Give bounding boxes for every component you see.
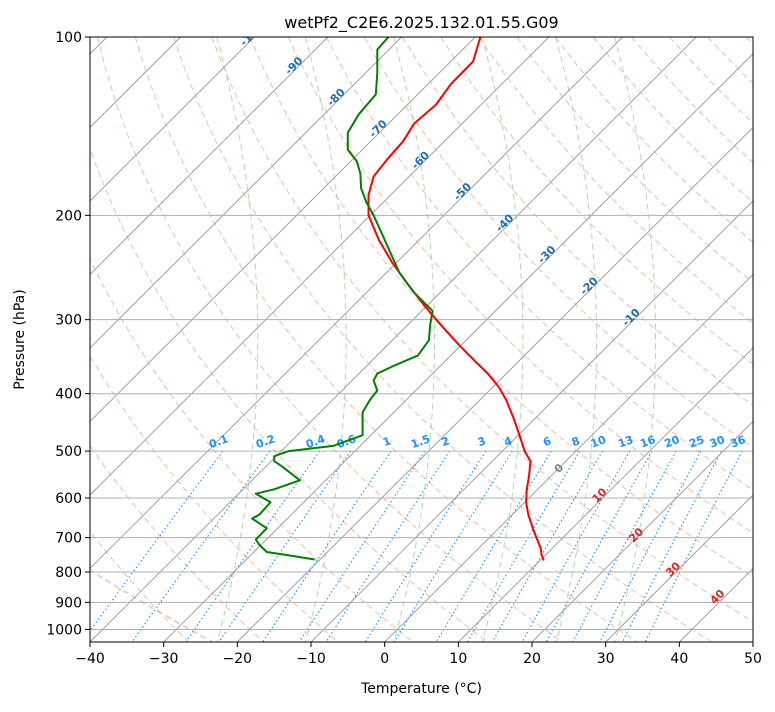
x-tick-label: −40: [75, 651, 105, 667]
x-tick-label: 50: [744, 651, 762, 667]
chart-title: wetPf2_C2E6.2025.132.01.55.G09: [284, 13, 558, 33]
y-tick-label: 100: [55, 30, 82, 46]
y-axis: 100 200 300 400 500 600 700 800 900 1000: [46, 30, 90, 638]
y-tick-label: 200: [55, 208, 82, 224]
y-tick-label: 300: [55, 313, 82, 329]
x-tick-label: 0: [380, 651, 389, 667]
y-tick-label: 900: [55, 595, 82, 611]
plot-background: [90, 37, 753, 642]
y-tick-label: 500: [55, 444, 82, 460]
y-tick-label: 400: [55, 387, 82, 403]
y-tick-label: 700: [55, 531, 82, 547]
x-tick-label: −30: [149, 651, 179, 667]
x-tick-label: 40: [670, 651, 688, 667]
x-tick-label: 20: [523, 651, 541, 667]
y-axis-label: Pressure (hPa): [12, 289, 28, 389]
x-tick-label: 10: [449, 651, 467, 667]
y-tick-label: 600: [55, 491, 82, 507]
x-tick-label: −10: [296, 651, 326, 667]
x-tick-label: −20: [223, 651, 253, 667]
x-axis: −40 −30 −20 −10 0 10 20 30 40 50: [75, 642, 762, 667]
y-tick-label: 1000: [46, 622, 82, 638]
x-axis-label: Temperature (°C): [360, 681, 482, 697]
y-tick-label: 800: [55, 565, 82, 581]
x-tick-label: 30: [597, 651, 615, 667]
isotherm-line: [753, 37, 775, 642]
